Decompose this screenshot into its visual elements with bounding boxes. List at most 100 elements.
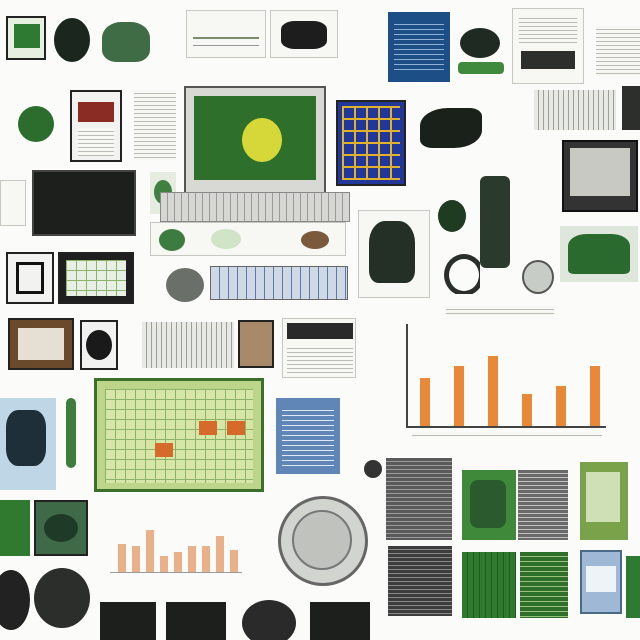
chart-bar (590, 366, 600, 426)
red-block (78, 102, 114, 122)
thumb-edge-dark (622, 86, 640, 130)
thumb-blue-document (388, 12, 450, 82)
thumb-coiled-object (440, 248, 480, 294)
chart-line (193, 45, 259, 46)
chart-axis-x (406, 426, 606, 428)
thumb-table-sheet (282, 318, 356, 378)
table-sheet-lines (287, 345, 353, 373)
green-photo-shape (44, 514, 78, 542)
peach-bar (174, 552, 182, 572)
coil-shape (444, 254, 480, 294)
thumb-green-edge (626, 556, 640, 618)
thumb-trend-chart (142, 322, 234, 368)
thumb-spec-sheet (512, 8, 584, 84)
green-strip-blob-3 (301, 231, 329, 249)
thumb-green-photo (34, 500, 88, 556)
blue-doc-lines (394, 20, 444, 74)
tile-board-grid (342, 106, 400, 180)
thumb-green-box (0, 500, 30, 556)
monitor-screen (570, 148, 630, 196)
spec-lines (519, 15, 577, 45)
green-cap-shape (102, 22, 150, 62)
thumb-line-chart (534, 90, 616, 130)
blue-machine-shape (6, 410, 46, 466)
thumb-photo (238, 320, 274, 368)
kiosk-screen (586, 472, 620, 522)
thumb-laptop-screen (184, 86, 326, 196)
thumb-dark-figure (416, 98, 492, 162)
thumb-green-strip (150, 222, 346, 256)
calendar-grid (105, 389, 253, 483)
peach-bar (118, 544, 126, 572)
thumb-monitor (562, 140, 638, 212)
brown-box-inner (18, 328, 64, 360)
green-strip-blob-2 (211, 229, 241, 249)
seal-inner (292, 510, 352, 570)
green-strip-blob (159, 229, 185, 251)
peach-bar (188, 546, 196, 572)
thumb-dark-tablet-1 (100, 602, 156, 640)
dark-ball-shape (364, 460, 382, 478)
thumb-totem (468, 170, 524, 274)
thumb-round-seal (276, 494, 368, 586)
thumb-green-grid (520, 552, 568, 618)
calendar-cell (155, 443, 173, 457)
yellow-shape (242, 118, 282, 162)
chart-axis-y (406, 324, 408, 428)
peach-bar (160, 556, 168, 572)
chart-line (193, 37, 259, 39)
thumb-text-column (134, 90, 176, 160)
chart-tick-labels (412, 432, 602, 438)
plant-shape (568, 234, 630, 274)
green-panel (14, 24, 40, 48)
calendar-cell (227, 421, 245, 435)
sculpture-shape (369, 221, 415, 283)
thumb-text-block (596, 26, 640, 76)
thumb-blue-table (210, 266, 348, 300)
thumb-blue-machine (0, 398, 56, 490)
framed-icon-inner (16, 262, 44, 294)
helmet-shape (166, 268, 204, 302)
helmet-right (34, 568, 90, 628)
thumb-caption-lines (446, 306, 554, 316)
thumb-brown-box (8, 318, 74, 370)
thumb-framed-icon (6, 252, 54, 304)
thumb-orange-bar-chart (368, 322, 614, 442)
round-item-shape (438, 200, 466, 232)
thumb-helmets (0, 566, 96, 636)
thumb-blue-sheet (276, 398, 340, 474)
thumb-dark-dome (240, 598, 298, 640)
round-badge-shape (522, 260, 554, 294)
laptop-display (194, 96, 316, 180)
thumb-red-brochure (70, 90, 122, 162)
black-object-shape (281, 21, 327, 49)
screen-grid-inner (66, 260, 126, 296)
thumb-black-cutout (80, 320, 118, 370)
calendar-cell (199, 421, 217, 435)
thumb-blue-label-box (580, 550, 622, 614)
thumb-dark-bag (50, 12, 94, 68)
thumb-laptop-keyboard (160, 192, 350, 222)
thumb-green-kiosk (580, 462, 628, 540)
thumb-black-panel (32, 170, 136, 236)
dark-dome-shape (242, 600, 296, 640)
thumb-green-cap (98, 16, 154, 68)
peach-bar (230, 550, 238, 572)
peach-bar (216, 536, 224, 572)
thumb-green-panel (462, 470, 516, 540)
thumb-green-device (6, 16, 46, 60)
thumb-green-bag (12, 90, 60, 146)
green-panel-inner (470, 480, 506, 528)
thumb-dark-tablet-3 (310, 602, 370, 640)
chart-bar (556, 386, 566, 426)
thumb-green-tool (60, 392, 82, 474)
thumb-plant-image (560, 226, 638, 282)
chart-plot (408, 322, 606, 426)
thumb-round-badge (520, 258, 554, 294)
dark-bag-shape (54, 18, 90, 62)
label-box-inner (586, 566, 616, 592)
thumb-green-sculpture (358, 210, 430, 298)
table-sheet-dark (287, 323, 353, 339)
helmet-left (0, 570, 30, 630)
peach-bar (146, 530, 154, 572)
